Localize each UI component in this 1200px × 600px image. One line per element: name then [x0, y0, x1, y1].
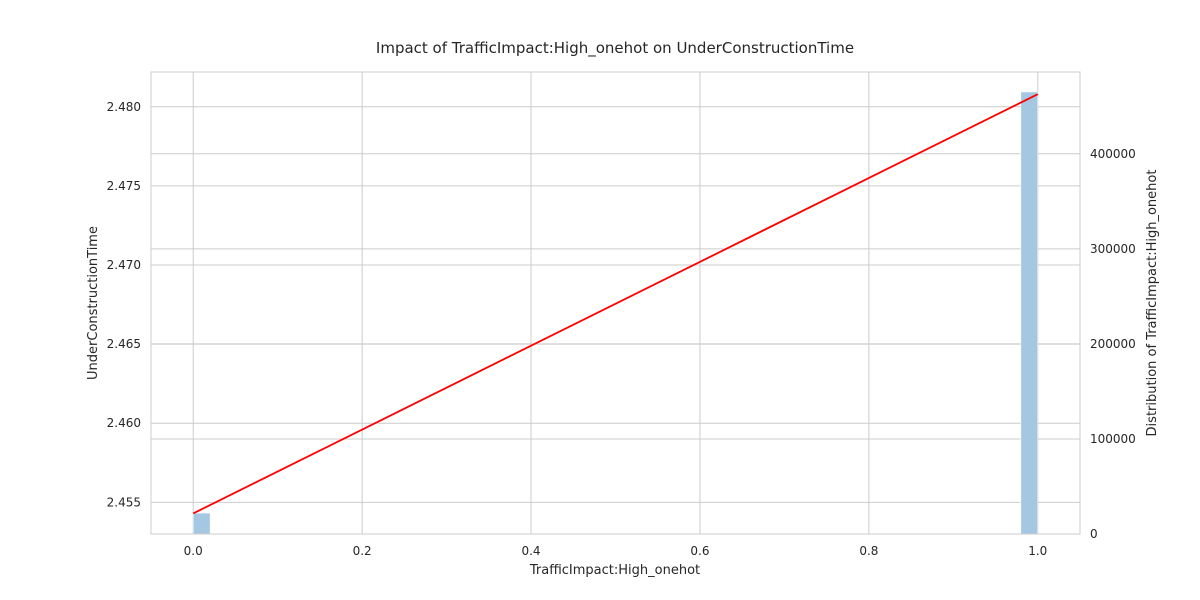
x-tick-label: 0.6 — [690, 544, 709, 558]
y-axis-label: UnderConstructionTime — [86, 226, 101, 380]
y-axis-ticks: 2.455 2.460 2.465 2.470 2.475 2.480 — [107, 100, 141, 510]
x-tick-label: 0.4 — [521, 544, 540, 558]
histogram — [192, 91, 1039, 535]
x-tick-label: 1.0 — [1028, 544, 1047, 558]
x-tick-label: 0.2 — [353, 544, 372, 558]
y2-axis-ticks: 0 100000 200000 300000 400000 — [1090, 147, 1136, 541]
histogram-bar — [192, 512, 211, 535]
y-tick-label: 2.480 — [107, 100, 141, 114]
y-tick-label: 2.465 — [107, 337, 141, 351]
trend-line — [192, 93, 1039, 515]
y2-tick-label: 400000 — [1090, 147, 1136, 161]
y2-tick-label: 0 — [1090, 527, 1098, 541]
trend-line-path — [192, 93, 1039, 515]
x-axis-ticks: 0.0 0.2 0.4 0.6 0.8 1.0 — [184, 544, 1048, 558]
y-tick-label: 2.455 — [107, 495, 141, 509]
plot-frame — [150, 71, 1081, 535]
y2-tick-label: 100000 — [1090, 432, 1136, 446]
chart-title: Impact of TrafficImpact:High_onehot on U… — [376, 39, 854, 58]
x-tick-label: 0.0 — [184, 544, 203, 558]
histogram-bar — [1020, 91, 1039, 535]
y2-tick-label: 200000 — [1090, 337, 1136, 351]
plot-border — [150, 71, 1081, 535]
x-axis-label: TrafficImpact:High_onehot — [529, 563, 700, 578]
y-tick-label: 2.470 — [107, 258, 141, 272]
y2-tick-label: 300000 — [1090, 242, 1136, 256]
y-tick-label: 2.475 — [107, 179, 141, 193]
x-tick-label: 0.8 — [859, 544, 878, 558]
y-tick-label: 2.460 — [107, 416, 141, 430]
y2-axis-label: Distribution of TrafficImpact:High_oneho… — [1145, 170, 1160, 437]
